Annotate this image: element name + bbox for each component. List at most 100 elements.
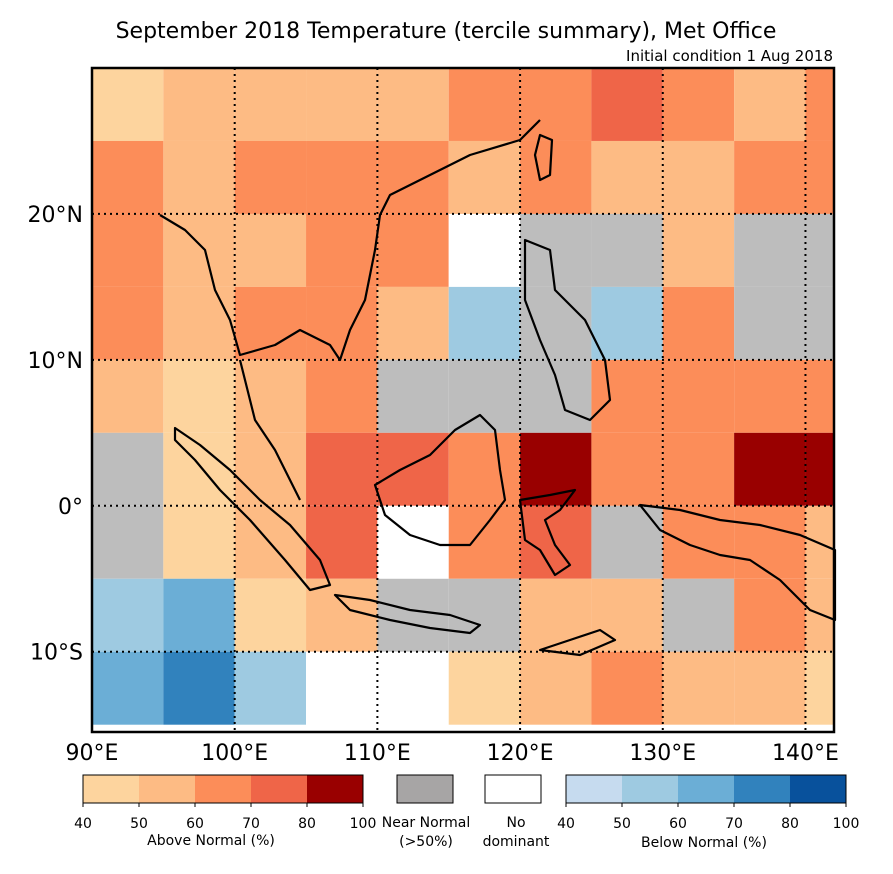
map-cell bbox=[448, 432, 521, 506]
map-cell bbox=[734, 286, 806, 360]
map-cell bbox=[306, 359, 378, 433]
legend-below-tick-label: 80 bbox=[781, 816, 799, 832]
legend-below-tick-label: 40 bbox=[557, 816, 575, 832]
x-tick-label: 90°E bbox=[66, 741, 119, 766]
map-cell bbox=[662, 578, 735, 652]
legend-above-swatch bbox=[83, 775, 139, 803]
map-cell bbox=[92, 432, 164, 506]
legend-below-swatch bbox=[678, 775, 734, 803]
map-cell bbox=[163, 286, 235, 360]
map-cell bbox=[591, 286, 663, 360]
map-cell bbox=[163, 213, 235, 287]
map-cell bbox=[805, 651, 834, 725]
map-cell bbox=[234, 651, 307, 725]
legend-below-label: Below Normal (%) bbox=[641, 835, 767, 851]
map-cell bbox=[734, 578, 806, 652]
y-tick-label: 10°N bbox=[28, 349, 83, 374]
map-cell bbox=[234, 68, 307, 141]
map-cell bbox=[234, 578, 307, 652]
map-cell bbox=[306, 286, 378, 360]
map-cell bbox=[662, 505, 735, 579]
map-cell bbox=[520, 651, 592, 725]
map-cell bbox=[662, 651, 735, 725]
map-cell bbox=[92, 286, 164, 360]
coastline-timor bbox=[538, 628, 617, 657]
map-cell bbox=[92, 213, 164, 287]
map-cell bbox=[163, 505, 235, 579]
legend-above-swatch bbox=[307, 775, 363, 803]
map-cell bbox=[377, 359, 449, 433]
chart-title: September 2018 Temperature (tercile summ… bbox=[116, 19, 777, 44]
y-tick-label: 10°S bbox=[30, 641, 83, 666]
coastline-malay bbox=[238, 359, 301, 501]
map-cell bbox=[377, 432, 449, 506]
map-cell bbox=[377, 213, 449, 287]
legend-below-tick-label: 100 bbox=[833, 816, 860, 832]
coastline-new-guinea bbox=[638, 503, 837, 622]
map-cell bbox=[306, 505, 378, 579]
legend-no-dominant-label-1: No bbox=[506, 815, 525, 831]
legend-below-swatch bbox=[790, 775, 846, 803]
legend-above-tick-label: 50 bbox=[130, 816, 148, 832]
map-cell bbox=[662, 68, 735, 141]
map-cell bbox=[520, 505, 592, 579]
map-cell bbox=[306, 213, 378, 287]
coastline-java bbox=[333, 593, 482, 635]
map-cell bbox=[377, 651, 449, 725]
map-cell bbox=[377, 578, 449, 652]
map-cell bbox=[734, 432, 806, 506]
chart-subtitle: Initial condition 1 Aug 2018 bbox=[626, 47, 833, 65]
map-cell bbox=[591, 432, 663, 506]
x-tick-label: 110°E bbox=[344, 741, 411, 766]
legend-above-label: Above Normal (%) bbox=[147, 833, 275, 849]
map-cell bbox=[448, 68, 521, 141]
legend-below-swatch bbox=[622, 775, 678, 803]
map-cell bbox=[92, 651, 164, 725]
x-tick-labels: 90°E 100°E 110°E 120°E 130°E 140°E bbox=[66, 741, 839, 766]
map-cells bbox=[92, 68, 834, 725]
map-cell bbox=[234, 286, 307, 360]
map-cell bbox=[520, 286, 592, 360]
map-cell bbox=[591, 213, 663, 287]
map-cell bbox=[163, 140, 235, 214]
legend-no-dominant-swatch bbox=[484, 774, 542, 804]
legend-below-swatch bbox=[734, 775, 790, 803]
map-cell bbox=[662, 140, 735, 214]
legend-above-tick-label: 60 bbox=[186, 816, 204, 832]
legend-below-tick-label: 70 bbox=[725, 816, 743, 832]
legend-below-swatch bbox=[566, 775, 622, 803]
legend-above-outline bbox=[82, 774, 364, 804]
graticule bbox=[92, 68, 834, 732]
coastline-philippines bbox=[523, 238, 612, 422]
map-cell bbox=[377, 68, 449, 141]
map-cell bbox=[163, 359, 235, 433]
map-cell bbox=[92, 68, 164, 141]
map-cell bbox=[92, 359, 164, 433]
legend-above-swatch bbox=[195, 775, 251, 803]
map-cell bbox=[734, 68, 806, 141]
map-cell bbox=[805, 286, 834, 360]
map-cell bbox=[520, 213, 592, 287]
map-cell bbox=[306, 68, 378, 141]
map-cell bbox=[805, 359, 834, 433]
legend-below-outline bbox=[565, 774, 847, 804]
map-cell bbox=[734, 213, 806, 287]
legend-above-tick-label: 100 bbox=[350, 816, 377, 832]
legend-near-normal-label-2: (>50%) bbox=[399, 834, 453, 850]
y-tick-labels: 20°N 10°N 0° 10°S bbox=[28, 203, 83, 666]
legend-near-normal-label-1: Near Normal bbox=[382, 815, 471, 831]
map-cell bbox=[734, 140, 806, 214]
coastline-sumatra bbox=[173, 426, 332, 592]
map-cell bbox=[163, 651, 235, 725]
map-cell bbox=[520, 359, 592, 433]
map-cell bbox=[662, 213, 735, 287]
map-cell bbox=[591, 359, 663, 433]
y-tick-label: 0° bbox=[58, 495, 83, 520]
map-cell bbox=[234, 359, 307, 433]
map-cell bbox=[306, 432, 378, 506]
map-cell bbox=[520, 140, 592, 214]
map-cell bbox=[805, 213, 834, 287]
map-cell bbox=[448, 651, 521, 725]
map-cell bbox=[591, 140, 663, 214]
